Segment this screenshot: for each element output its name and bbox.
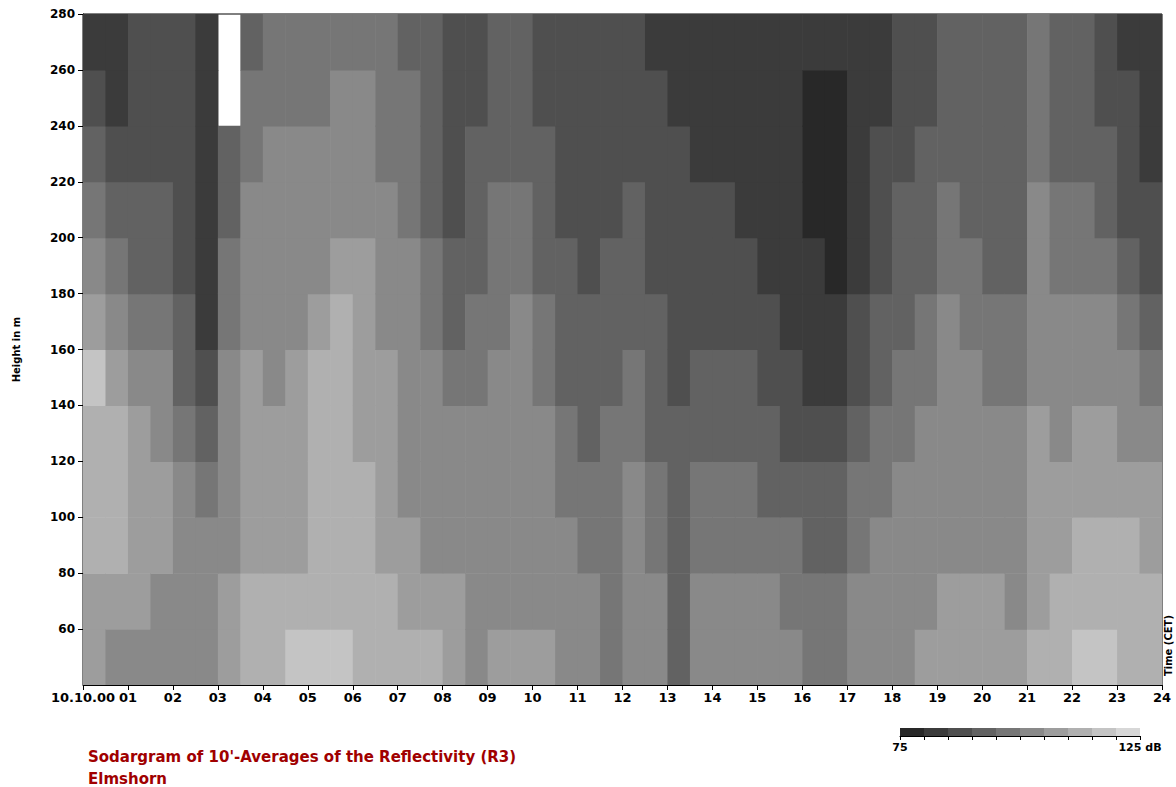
svg-text:180: 180 xyxy=(50,287,75,301)
svg-text:03: 03 xyxy=(209,690,227,705)
svg-text:220: 220 xyxy=(50,175,75,189)
svg-text:01: 01 xyxy=(119,690,137,705)
svg-text:Sodargram of 10'-Averages of t: Sodargram of 10'-Averages of the Reflect… xyxy=(88,748,516,766)
svg-text:24: 24 xyxy=(1153,690,1171,705)
svg-text:160: 160 xyxy=(50,343,75,357)
svg-text:75: 75 xyxy=(892,741,907,754)
svg-text:280: 280 xyxy=(50,7,75,21)
svg-text:23: 23 xyxy=(1108,690,1126,705)
svg-text:16: 16 xyxy=(793,690,811,705)
svg-text:10.10.00: 10.10.00 xyxy=(51,690,115,705)
svg-text:13: 13 xyxy=(658,690,676,705)
svg-text:260: 260 xyxy=(50,63,75,77)
svg-text:06: 06 xyxy=(344,690,362,705)
svg-text:80: 80 xyxy=(58,566,75,580)
svg-text:09: 09 xyxy=(479,690,497,705)
svg-text:Time (CET): Time (CET) xyxy=(1163,615,1174,676)
svg-text:Elmshorn: Elmshorn xyxy=(88,770,167,787)
svg-text:11: 11 xyxy=(568,690,586,705)
svg-text:21: 21 xyxy=(1018,690,1036,705)
svg-text:14: 14 xyxy=(703,690,721,705)
svg-text:17: 17 xyxy=(838,690,856,705)
svg-text:20: 20 xyxy=(973,690,991,705)
svg-text:240: 240 xyxy=(50,119,75,133)
svg-text:140: 140 xyxy=(50,398,75,412)
svg-text:10: 10 xyxy=(524,690,542,705)
svg-text:15: 15 xyxy=(748,690,766,705)
svg-text:04: 04 xyxy=(254,690,272,705)
svg-text:22: 22 xyxy=(1063,690,1081,705)
svg-text:05: 05 xyxy=(299,690,317,705)
svg-text:120: 120 xyxy=(50,454,75,468)
svg-text:12: 12 xyxy=(613,690,631,705)
svg-text:18: 18 xyxy=(883,690,901,705)
svg-text:125 dB: 125 dB xyxy=(1118,741,1161,754)
svg-text:100: 100 xyxy=(50,510,75,524)
svg-text:07: 07 xyxy=(389,690,407,705)
svg-text:200: 200 xyxy=(50,231,75,245)
svg-text:08: 08 xyxy=(434,690,452,705)
svg-text:Height in m: Height in m xyxy=(11,317,22,383)
svg-text:60: 60 xyxy=(58,622,75,636)
svg-text:02: 02 xyxy=(164,690,182,705)
svg-text:19: 19 xyxy=(928,690,946,705)
